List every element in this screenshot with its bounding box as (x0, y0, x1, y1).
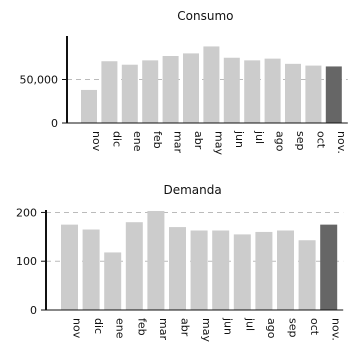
consumo-bar (223, 57, 240, 123)
demanda-bar (169, 227, 186, 310)
demanda-category-label: ene (114, 318, 127, 339)
demanda-bar (320, 224, 338, 310)
demanda-bar (82, 229, 100, 310)
consumo-bar (285, 63, 301, 123)
consumo-category-label: may (212, 131, 225, 155)
consumo-bar (325, 66, 342, 123)
consumo-category-label: feb (151, 131, 164, 149)
demanda-category-label: sep (287, 318, 300, 337)
demanda-bar (298, 240, 316, 310)
consumo-category-label: jul (253, 130, 266, 144)
consumo-category-label: sep (294, 131, 307, 150)
consumo-category-label: nov. (335, 131, 348, 154)
demanda-title: Demanda (163, 183, 221, 197)
demanda-category-label: jul (243, 317, 256, 331)
consumo-bar (244, 60, 261, 123)
consumo-bar (183, 53, 199, 123)
demanda-bar (61, 224, 78, 310)
demanda-bar (255, 231, 273, 310)
demanda-category-label: ago (265, 318, 278, 339)
consumo-y-tick-label: 0 (51, 117, 58, 130)
demanda-category-label: jun (222, 317, 235, 335)
consumo-category-label: ago (274, 131, 287, 152)
consumo-bar (264, 58, 281, 124)
consumo-bar (162, 56, 179, 124)
consumo-bar (121, 64, 138, 123)
demanda-bar (212, 230, 230, 310)
consumo-bar (81, 89, 97, 123)
chart-consumo: Consumo 0 50,000 nov dic ene feb mar abr may jun ju… (20, 9, 348, 155)
demanda-category-label: abr (179, 318, 192, 337)
demanda-category-label: nov (71, 318, 84, 339)
consumo-category-label: nov (90, 131, 103, 152)
demanda-category-label: mar (157, 318, 170, 340)
demanda-bar (104, 252, 122, 310)
demanda-bar (125, 222, 143, 310)
demanda-category-label: oct (308, 318, 321, 336)
demanda-category-label: nov. (330, 318, 343, 341)
consumo-title: Consumo (177, 9, 233, 23)
demanda-bar (277, 230, 294, 310)
consumo-bar (101, 61, 118, 123)
demanda-y-tick-label: 100 (16, 255, 37, 268)
consumo-category-label: abr (192, 131, 205, 150)
demanda-category-label: feb (135, 318, 148, 336)
demanda-bar (233, 234, 251, 310)
consumo-bar (305, 65, 322, 123)
consumo-bar (142, 60, 159, 123)
consumo-category-label: ene (131, 131, 144, 152)
demanda-bar (190, 230, 208, 310)
demanda-category-label: dic (92, 318, 105, 334)
demanda-category-label: may (200, 318, 213, 342)
consumo-category-label: mar (172, 131, 185, 153)
consumo-y-tick-label: 50,000 (20, 74, 59, 87)
consumo-category-label: oct (314, 131, 327, 149)
consumo-category-label: jun (233, 130, 246, 148)
consumo-bar (203, 46, 220, 123)
demanda-y-tick-label: 200 (16, 206, 37, 219)
demanda-y-tick-label: 0 (30, 304, 37, 317)
consumo-category-label: dic (110, 131, 123, 147)
demanda-bar (147, 210, 165, 310)
chart-demanda: Demanda 0 100 200 nov dic ene feb mar abr may jun ju… (16, 183, 344, 342)
